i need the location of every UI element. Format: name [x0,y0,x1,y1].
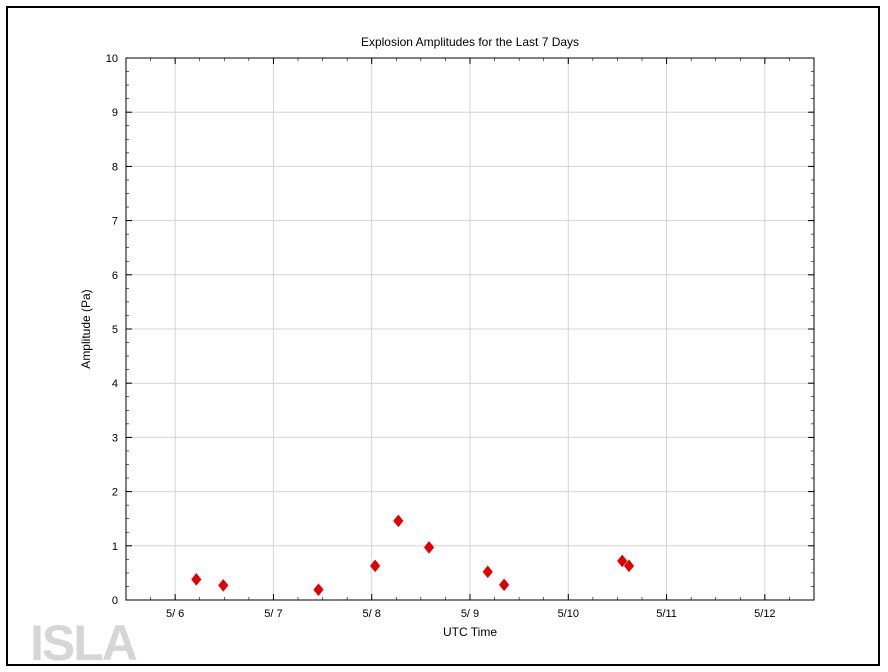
scatter-chart: 5/ 6 5/ 7 5/ 8 5/ 9 5/10 5/11 5/12 0 1 2 3 4 5 6 7 8 9 10… [79,35,815,639]
x-tick-label: 5/ 6 [166,608,184,620]
data-point [423,541,435,554]
y-tick-label: 9 [112,107,118,119]
y-axis-label: Amplitude (Pa) [79,289,93,368]
y-tick-label: 4 [112,378,118,390]
y-tick-label: 2 [112,487,118,499]
data-point [623,559,635,573]
y-tick-label: 1 [112,541,118,553]
y-tick-label: 5 [112,324,118,336]
x-tick-label: 5/ 7 [264,608,282,620]
axis-ticks: 5/ 6 5/ 7 5/ 8 5/ 9 5/10 5/11 5/12 0 1 2 3 4 5 6 7 8 9 10 [106,53,815,620]
y-tick-label: 8 [112,161,118,173]
x-tick-label: 5/11 [656,608,677,620]
data-point [499,578,510,592]
y-tick-label: 10 [106,53,118,65]
x-tick-label: 5/ 8 [363,608,381,620]
x-tick-label: 5/12 [754,608,775,620]
chart-frame: 5/ 6 5/ 7 5/ 8 5/ 9 5/10 5/11 5/12 0 1 2 3 4 5 6 7 8 9 10… [6,6,880,666]
data-point [482,565,493,579]
data-point [191,573,202,586]
x-tick-label: 5/ 9 [461,608,479,620]
data-point [370,559,381,573]
data-point [313,583,324,597]
y-tick-label: 3 [112,432,118,444]
chart-title: Explosion Amplitudes for the Last 7 Days [361,35,579,49]
data-point [218,578,229,592]
y-tick-label: 6 [112,270,118,282]
isla-logo: ISLA [30,615,139,666]
x-axis-label: UTC Time [443,625,497,639]
data-points [191,514,635,597]
x-tick-label: 5/10 [558,608,579,620]
y-tick-label: 0 [112,595,118,607]
grid-lines [126,58,814,600]
data-point [617,554,628,568]
data-point [393,514,404,528]
logo-text: ISLA [30,615,137,666]
y-tick-label: 7 [112,216,118,228]
